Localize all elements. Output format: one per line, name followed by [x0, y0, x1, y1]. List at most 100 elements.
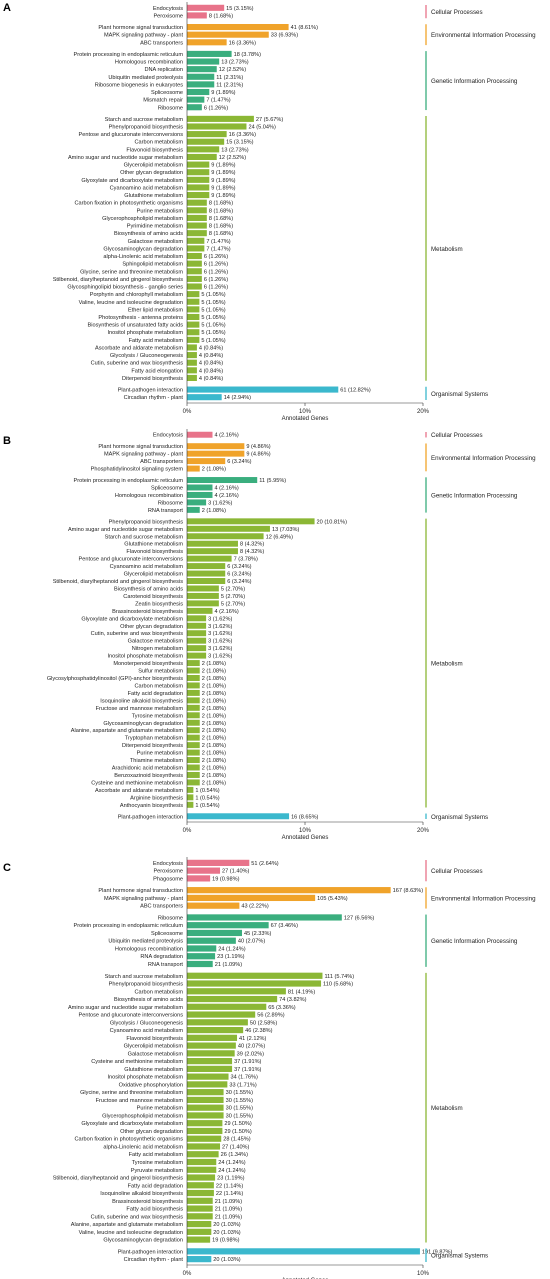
bar [187, 1143, 221, 1150]
bar [187, 12, 207, 19]
bar-label: Thiamine metabolism [130, 758, 184, 764]
bar-value-label: 11 (2.31%) [216, 82, 243, 88]
bar-value-label: 27 (5.67%) [256, 117, 283, 123]
bar-value-label: 23 (1.19%) [217, 1176, 244, 1182]
bar [187, 794, 194, 801]
bar [187, 980, 322, 987]
bar-label: Mismatch repair [143, 98, 183, 104]
bar-label: Ascorbate and aldarate metabolism [95, 788, 183, 794]
bar-value-label: 11 (5.95%) [259, 478, 286, 484]
bar-value-label: 15 (3.15%) [226, 6, 253, 12]
bar-value-label: 2 (1.08%) [202, 721, 226, 727]
x-tick-label: 0% [183, 1271, 192, 1277]
bar [187, 268, 202, 275]
bar-value-label: 23 (1.19%) [217, 954, 244, 960]
bar [187, 867, 221, 874]
bar-value-label: 7 (1.47%) [206, 98, 230, 104]
bar [187, 719, 200, 726]
bar [187, 887, 391, 894]
category-label: Environmental Information Processing [431, 455, 536, 462]
bar [187, 58, 220, 65]
bar-label: Stilbenoid, diarylheptanoid and gingerol… [53, 1176, 184, 1182]
bar [187, 533, 264, 540]
bar-value-label: 21 (1.09%) [215, 962, 242, 968]
bar [187, 115, 254, 122]
bar [187, 742, 200, 749]
bar [187, 1135, 222, 1142]
bar-label: Glycosaminoglycan degradation [103, 1238, 183, 1244]
bar-label: Cysteine and methionine metabolism [91, 780, 183, 786]
bar-label: Glycosphingolipid biosynthesis - ganglio… [67, 285, 183, 291]
bar [187, 689, 200, 696]
bar-label: Carbon fixation in photosynthetic organi… [74, 201, 183, 207]
panel-label-C: C [3, 862, 11, 874]
category-label: Metabolism [431, 1105, 463, 1112]
bar [187, 4, 225, 11]
bar-value-label: 6 (1.26%) [204, 262, 228, 268]
bar [187, 329, 200, 336]
bar-label: Glycosylphosphatidylinositol (GPI)-ancho… [47, 676, 183, 682]
bar [187, 374, 197, 381]
category-label: Cellular Processes [431, 868, 483, 875]
bar-label: Amino sugar and nucleotide sugar metabol… [68, 155, 183, 161]
bar [187, 1166, 217, 1173]
bar-label: Plant hormone signal transduction [98, 444, 183, 450]
bar [187, 1205, 213, 1212]
bar-label: Phenylpropanoid biosynthesis [109, 982, 184, 988]
bar-value-label: 46 (2.38%) [245, 1028, 272, 1034]
bar-label: ABC transporters [140, 40, 183, 46]
bar [187, 953, 216, 960]
bar [187, 131, 227, 138]
bar-value-label: 2 (1.08%) [202, 743, 226, 749]
bar-label: alpha-Linolenic acid metabolism [103, 1144, 183, 1150]
bar-value-label: 6 (1.26%) [204, 269, 228, 275]
bar-label: Phenylpropanoid biosynthesis [109, 519, 184, 525]
bar-value-label: 8 (1.68%) [209, 13, 233, 19]
bar-label: Purine metabolism [137, 751, 184, 757]
bar [187, 813, 290, 820]
bar [187, 1174, 216, 1181]
bar-value-label: 1 (0.54%) [195, 788, 219, 794]
bar-label: Glycine, serine and threonine metabolism [80, 269, 183, 275]
bar-value-label: 50 (2.58%) [250, 1020, 277, 1026]
bar-value-label: 20 (1.03%) [213, 1257, 240, 1263]
bar [187, 637, 207, 644]
bar-value-label: 3 (1.62%) [208, 616, 232, 622]
bar-label: DNA replication [144, 67, 183, 73]
bar [187, 344, 197, 351]
bar [187, 922, 269, 929]
bar [187, 1050, 235, 1057]
bar-value-label: 39 (2.02%) [237, 1051, 264, 1057]
bar-label: Galactose metabolism [128, 239, 184, 245]
bar [187, 275, 202, 282]
bar [187, 465, 200, 472]
bar-label: Ribosome [158, 915, 183, 921]
bar-label: Valine, leucine and isoleucine degradati… [79, 1230, 183, 1236]
bar-label: Oxidative phosphorylation [119, 1082, 183, 1088]
bar-label: ABC transporters [140, 459, 183, 465]
bar-label: Glyoxylate and dicarboxylate metabolism [81, 178, 183, 184]
bar-value-label: 5 (2.70%) [221, 601, 245, 607]
bar [187, 313, 200, 321]
bar-label: MAPK signaling pathway - plant [104, 896, 183, 902]
bar-label: Amino sugar and nucleotide sugar metabol… [68, 1005, 183, 1011]
bar-value-label: 6 (3.24%) [227, 579, 251, 585]
bar-value-label: 13 (2.73%) [221, 147, 248, 153]
bar-label: Pyruvate metabolism [131, 1168, 184, 1174]
bar [187, 697, 200, 704]
bar-label: Fatty acid biosynthesis [126, 1207, 183, 1213]
bar-value-label: 167 (8.63%) [393, 888, 424, 894]
bar-label: Circadian rhythm - plant [124, 1257, 184, 1263]
bar-value-label: 21 (1.09%) [215, 1207, 242, 1213]
bar-label: Alanine, aspartate and glutamate metabol… [71, 1222, 184, 1228]
bar [187, 1220, 212, 1228]
bar-label: Galactose metabolism [128, 1051, 184, 1057]
bar-value-label: 5 (1.05%) [201, 323, 225, 329]
bar [187, 929, 242, 937]
bar [187, 477, 258, 484]
bar [187, 630, 207, 637]
bar [187, 214, 207, 221]
bar [187, 749, 200, 756]
bar-value-label: 2 (1.08%) [202, 758, 226, 764]
bar-label: RNA transport [148, 508, 184, 514]
